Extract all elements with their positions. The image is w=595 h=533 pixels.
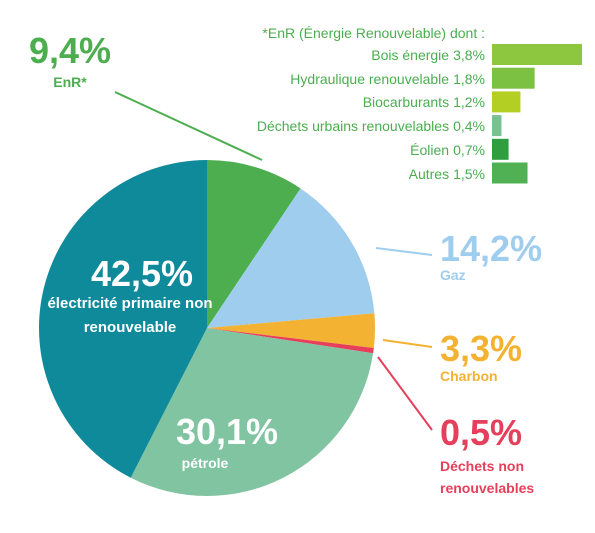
bar-value-label: 0,4% (453, 118, 485, 135)
slice-category-label: Charbon (440, 368, 498, 384)
leader-line (382, 339, 433, 348)
slice-value-label: 9,4% (28, 30, 112, 71)
leader-line (114, 91, 263, 161)
pie-slice (130, 328, 374, 496)
bar-value-label: 1,5% (453, 165, 485, 182)
pie-slice (207, 328, 374, 354)
bar (492, 115, 502, 137)
slice-value-label: 14,2% (440, 228, 543, 269)
pie-slice (207, 313, 376, 349)
bar-value-label: 0,7% (453, 141, 485, 158)
bar-category: Bois énergie (371, 47, 450, 63)
slice-category-label: pétrole (181, 455, 229, 471)
bar-value-label: 3,8% (453, 47, 485, 63)
slice-category-label: Gaz (440, 267, 466, 283)
bar-label: Éolien 0,7% (410, 143, 485, 157)
bar-label: Bois énergie 3,8% (371, 48, 485, 62)
bar-label: Hydraulique renouvelable 1,8% (290, 72, 485, 86)
slice-category-label: électricité primaire non renouvelable (47, 295, 213, 336)
bar-category: Éolien (410, 141, 450, 158)
slice-value-label: 0,5% (440, 412, 523, 453)
bar (492, 44, 582, 65)
leader-line (377, 356, 433, 431)
pie-slice (207, 160, 301, 328)
slice-category-label: EnR* (53, 74, 87, 90)
pie-slice (207, 188, 375, 328)
pie-slice (39, 160, 207, 478)
bar-value-label: 1,8% (453, 70, 485, 87)
bar-label: Autres 1,5% (409, 167, 485, 181)
bar-label: Biocarburants 1,2% (363, 95, 485, 109)
bar (492, 91, 521, 113)
bar (492, 162, 528, 184)
enr-title: *EnR (Énergie Renouvelable) dont : (262, 25, 485, 41)
slice-value-label: 42,5% (90, 253, 194, 294)
bar (492, 138, 509, 160)
bar-label: Déchets urbains renouvelables 0,4% (257, 119, 485, 133)
slice-category-label: Déchets non renouvelables (440, 458, 535, 496)
bar (492, 67, 535, 89)
bar-value-label: 1,2% (453, 94, 485, 111)
bar-category: Autres (408, 165, 450, 182)
bar-category: Déchets urbains renouvelables (256, 118, 450, 135)
bar-category: Hydraulique renouvelable (290, 70, 450, 87)
slice-value-label: 3,3% (440, 328, 523, 369)
slice-value-label: 30,1% (175, 411, 279, 452)
bar-category: Biocarburants (362, 94, 450, 111)
leader-line (375, 247, 433, 256)
